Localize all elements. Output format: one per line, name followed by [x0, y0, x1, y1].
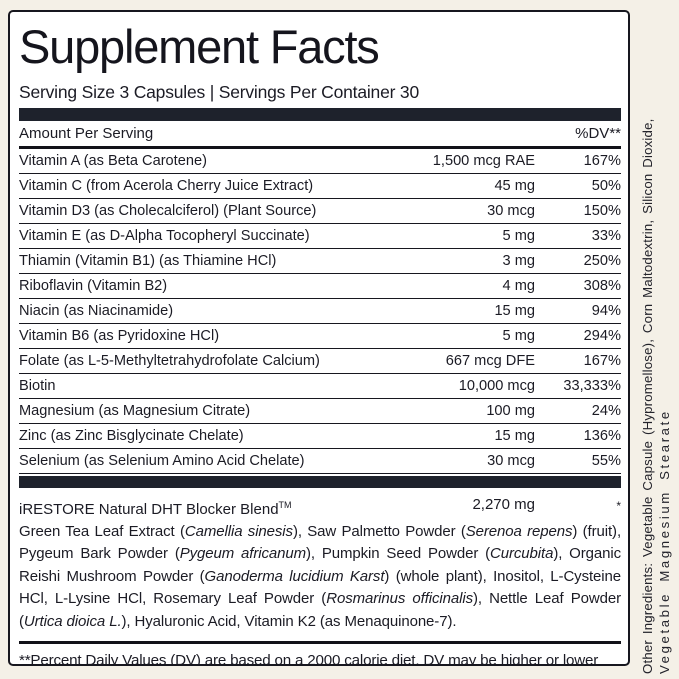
- nutrient-amount: 15 mg: [494, 302, 535, 319]
- nutrient-name: Vitamin D3 (as Cholecalciferol) (Plant S…: [19, 202, 317, 219]
- nutrient-dv: 136%: [583, 427, 621, 444]
- footnotes: **Percent Daily Values (DV) are based on…: [19, 644, 621, 666]
- nutrient-name: Thiamin (Vitamin B1) (as Thiamine HCl): [19, 252, 277, 269]
- ingredient-text: Green Tea Leaf Extract (: [19, 522, 185, 540]
- blend-name: iRESTORE Natural DHT Blocker BlendTM: [19, 499, 292, 518]
- ingredient-text: ), Nettle Leaf Powder (: [19, 590, 622, 631]
- nutrient-dv: 24%: [591, 402, 621, 419]
- nutrient-amount: 10,000 mcg: [458, 377, 535, 394]
- divider-bar-top: [19, 107, 621, 121]
- nutrient-amount: 4 mg: [502, 277, 535, 294]
- nutrient-amount: 3 mg: [502, 252, 535, 269]
- supplement-facts-panel: Supplement Facts Serving Size 3 Capsules…: [8, 10, 630, 666]
- nutrient-amount: 667 mcg DFE: [445, 352, 535, 369]
- nutrient-name: Riboflavin (Vitamin B2): [19, 277, 168, 294]
- table-row: Vitamin A (as Beta Carotene) 1,500 mcg RA…: [19, 149, 621, 174]
- nutrient-dv: 167%: [583, 352, 621, 369]
- table-row: Niacin (as Niacinamide) 15 mg 94%: [19, 299, 621, 324]
- table-row: Vitamin E (as D-Alpha Tocopheryl Succina…: [19, 224, 621, 249]
- blend-ingredients: Green Tea Leaf Extract (Camellia sinesis…: [19, 521, 621, 634]
- species-name: Ganoderma lucidium Karst: [204, 567, 385, 585]
- panel-title: Supplement Facts: [19, 20, 380, 73]
- nutrient-name: Folate (as L-5-Methyltetrahydrofolate Ca…: [19, 352, 320, 369]
- nutrient-dv: 250%: [583, 252, 621, 269]
- nutrient-name: Vitamin B6 (as Pyridoxine HCl): [19, 327, 220, 344]
- ingredient-text: ) (whole plant), Inositol, L-Cysteine HC…: [19, 567, 622, 608]
- ingredient-text: ) (fruit), Pygeum Bark Powder (: [19, 522, 622, 563]
- species-name: Serenoa repens: [465, 522, 573, 540]
- table-header: Amount Per Serving %DV**: [19, 121, 621, 149]
- nutrient-dv: 50%: [591, 177, 621, 194]
- table-row: Biotin 10,000 mcg 33,333%: [19, 374, 621, 399]
- nutrient-amount: 30 mcg: [487, 452, 535, 469]
- nutrient-dv: 33,333%: [563, 377, 621, 394]
- table-row: Thiamin (Vitamin B1) (as Thiamine HCl) 3 …: [19, 249, 621, 274]
- nutrient-amount: 5 mg: [502, 327, 535, 344]
- header-percent-dv: %DV**: [575, 124, 621, 142]
- ingredient-text: ), Pumpkin Seed Powder (: [306, 545, 491, 563]
- serving-info: Serving Size 3 Capsules | Servings Per C…: [19, 81, 419, 102]
- blend-dv-asterisk: *: [616, 498, 621, 513]
- nutrient-name: Vitamin A (as Beta Carotene): [19, 152, 207, 169]
- nutrient-name: Zinc (as Zinc Bisglycinate Chelate): [19, 427, 244, 444]
- nutrient-dv: 94%: [591, 302, 621, 319]
- species-name: Pygeum africanum: [179, 545, 307, 563]
- ingredient-text: ), Organic Reishi Mushroom Powder (: [19, 545, 621, 585]
- table-row: Folate (as L-5-Methyltetrahydrofolate Ca…: [19, 349, 621, 374]
- blend-amount: 2,270 mg: [472, 495, 535, 513]
- nutrient-dv: 55%: [591, 452, 621, 469]
- nutrient-amount: 1,500 mcg RAE: [432, 152, 535, 169]
- nutrient-name: Magnesium (as Magnesium Citrate): [19, 402, 251, 419]
- percent-dv-footnote: **Percent Daily Values (DV) are based on…: [19, 651, 599, 666]
- ingredient-text: ), Hyaluronic Acid, Vitamin K2 (as Menaq…: [121, 613, 457, 631]
- table-row: Vitamin C (from Acerola Cherry Juice Ext…: [19, 174, 621, 199]
- table-row: Zinc (as Zinc Bisglycinate Chelate) 15 mg…: [19, 424, 621, 449]
- nutrient-amount: 15 mg: [494, 427, 535, 444]
- blend-row: iRESTORE Natural DHT Blocker BlendTM 2,2…: [19, 488, 621, 521]
- other-ingredients-vertical-text: Other Ingredients: Vegetable Capsule (Hy…: [639, 19, 677, 675]
- nutrient-name: Vitamin E (as D-Alpha Tocopheryl Succina…: [19, 227, 310, 244]
- other-ingredients-line1: Other Ingredients: Vegetable Capsule (Hy…: [640, 118, 655, 675]
- other-ingredients-line2: Vegetable Magnesium Stearate: [657, 409, 672, 674]
- nutrient-amount: 100 mg: [486, 402, 535, 419]
- table-row: Vitamin D3 (as Cholecalciferol) (Plant S…: [19, 199, 621, 224]
- species-name: Camellia sinesis: [184, 522, 293, 540]
- species-name: Curcubita: [490, 545, 554, 563]
- nutrient-name: Selenium (as Selenium Amino Acid Chelate…: [19, 452, 305, 469]
- nutrient-name: Vitamin C (from Acerola Cherry Juice Ext…: [19, 177, 314, 194]
- trademark-symbol: TM: [278, 499, 292, 510]
- nutrient-rows: Vitamin A (as Beta Carotene) 1,500 mcg RA…: [19, 149, 621, 474]
- nutrient-amount: 30 mcg: [487, 202, 535, 219]
- table-row: Magnesium (as Magnesium Citrate) 100 mg 24…: [19, 399, 621, 424]
- nutrient-dv: 308%: [583, 277, 621, 294]
- table-row: Selenium (as Selenium Amino Acid Chelate…: [19, 449, 621, 474]
- divider-bar-blend: [19, 475, 621, 488]
- nutrient-dv: 167%: [583, 152, 621, 169]
- nutrient-name: Biotin: [19, 377, 56, 394]
- footnote-divider: [19, 640, 621, 644]
- ingredient-text: ), Saw Palmetto Powder (: [292, 522, 466, 540]
- species-name: Urtica dioica L.: [23, 613, 122, 631]
- table-row: Riboflavin (Vitamin B2) 4 mg 308%: [19, 274, 621, 299]
- nutrient-dv: 33%: [591, 227, 621, 244]
- nutrient-amount: 45 mg: [494, 177, 535, 194]
- species-name: Rosmarinus officinalis: [326, 590, 473, 608]
- table-row: Vitamin B6 (as Pyridoxine HCl) 5 mg 294%: [19, 324, 621, 349]
- nutrient-dv: 294%: [583, 327, 621, 344]
- nutrient-amount: 5 mg: [502, 227, 535, 244]
- nutrient-name: Niacin (as Niacinamide): [19, 302, 174, 319]
- header-amount-per-serving: Amount Per Serving: [19, 124, 154, 142]
- nutrient-dv: 150%: [583, 202, 621, 219]
